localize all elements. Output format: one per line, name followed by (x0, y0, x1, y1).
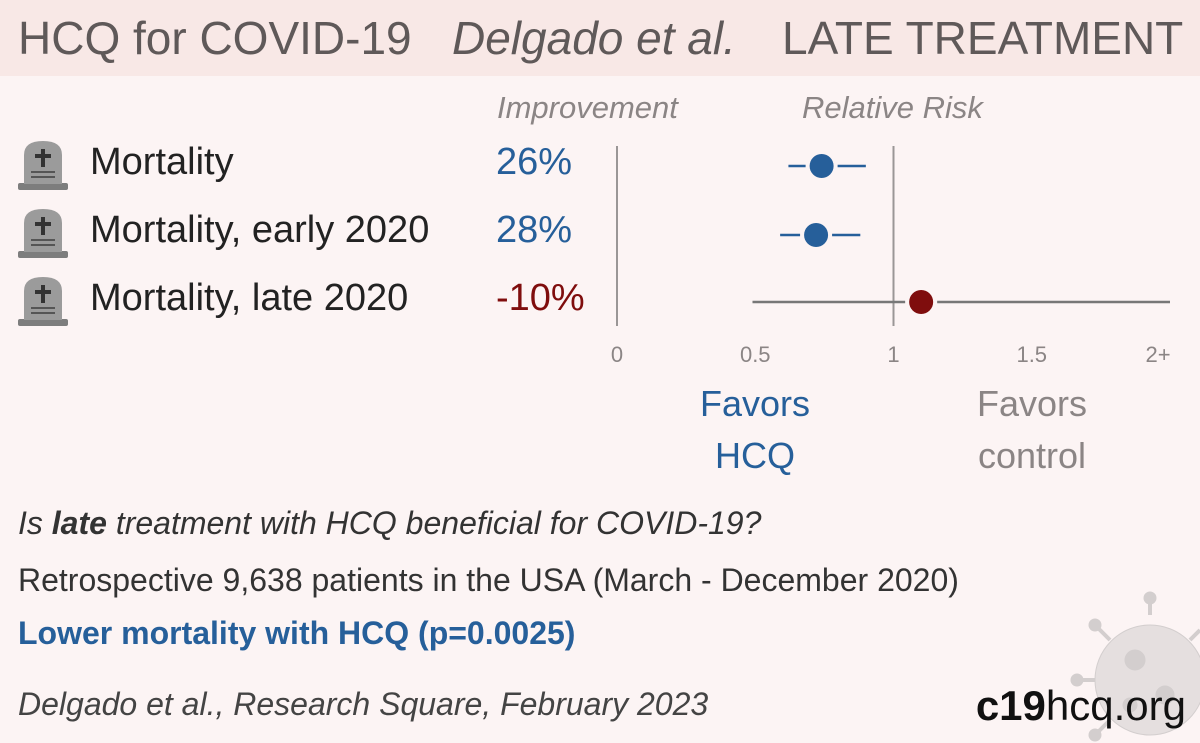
result-text: Lower mortality with HCQ (p=0.0025) (18, 615, 576, 651)
improvement-value: 28% (496, 209, 573, 251)
question-text: Is late treatment with HCQ beneficial fo… (18, 505, 761, 542)
citation-text: Delgado et al., Research Square, Februar… (18, 686, 709, 722)
question-bold: late (51, 505, 107, 541)
point-estimate (809, 154, 834, 178)
favors-hcq-line2: HCQ (715, 435, 795, 476)
outcome-label: Mortality, early 2020 (90, 209, 430, 251)
question-post: treatment with HCQ beneficial for COVID-… (106, 505, 762, 541)
favors-hcq-line1: Favors (699, 383, 811, 424)
outcome-label: Mortality (90, 141, 234, 183)
x-tick-label: 1 (887, 342, 899, 367)
x-tick-label: 1.5 (1016, 342, 1047, 367)
improvement-value: -10% (496, 277, 585, 319)
x-tick-label: 2+ (1145, 342, 1170, 367)
outcome-row: Mortality, late 2020 -10% (0, 271, 1200, 331)
question-pre: Is (18, 505, 52, 541)
improvement-header: Improvement (497, 90, 678, 125)
tombstone-icon (18, 209, 68, 258)
tombstone-icon (18, 277, 68, 326)
outcome-row: Mortality 26% (0, 135, 1200, 195)
virus-icon (1040, 560, 1200, 743)
tombstone-icon (18, 141, 68, 190)
outcome-row: Mortality, early 2020 28% (0, 203, 1200, 263)
favors-control-line1: Favors (976, 383, 1088, 424)
x-tick-label: 0.5 (740, 342, 771, 367)
relative-risk-header: Relative Risk (802, 90, 983, 125)
brand-logo: c19hcq.org (976, 682, 1186, 730)
title-author: Delgado et al. (452, 12, 736, 64)
x-tick-label: 0 (611, 342, 623, 367)
favors-control-line2: control (977, 435, 1087, 476)
favors-control-label: Favors control (932, 378, 1132, 482)
title-bar: HCQ for COVID-19 Delgado et al. LATE TRE… (0, 0, 1200, 76)
title-main: HCQ for COVID-19 (18, 12, 412, 64)
point-estimate (909, 290, 934, 314)
study-description: Retrospective 9,638 patients in the USA … (18, 562, 959, 598)
favors-hcq-label: Favors HCQ (655, 378, 855, 482)
brand-rest: hcq.org (1045, 682, 1186, 729)
point-estimate (804, 223, 829, 247)
title-stage: LATE TREATMENT (782, 12, 1184, 64)
improvement-value: 26% (496, 141, 573, 183)
brand-bold: c19 (975, 682, 1046, 729)
outcome-label: Mortality, late 2020 (90, 277, 409, 319)
